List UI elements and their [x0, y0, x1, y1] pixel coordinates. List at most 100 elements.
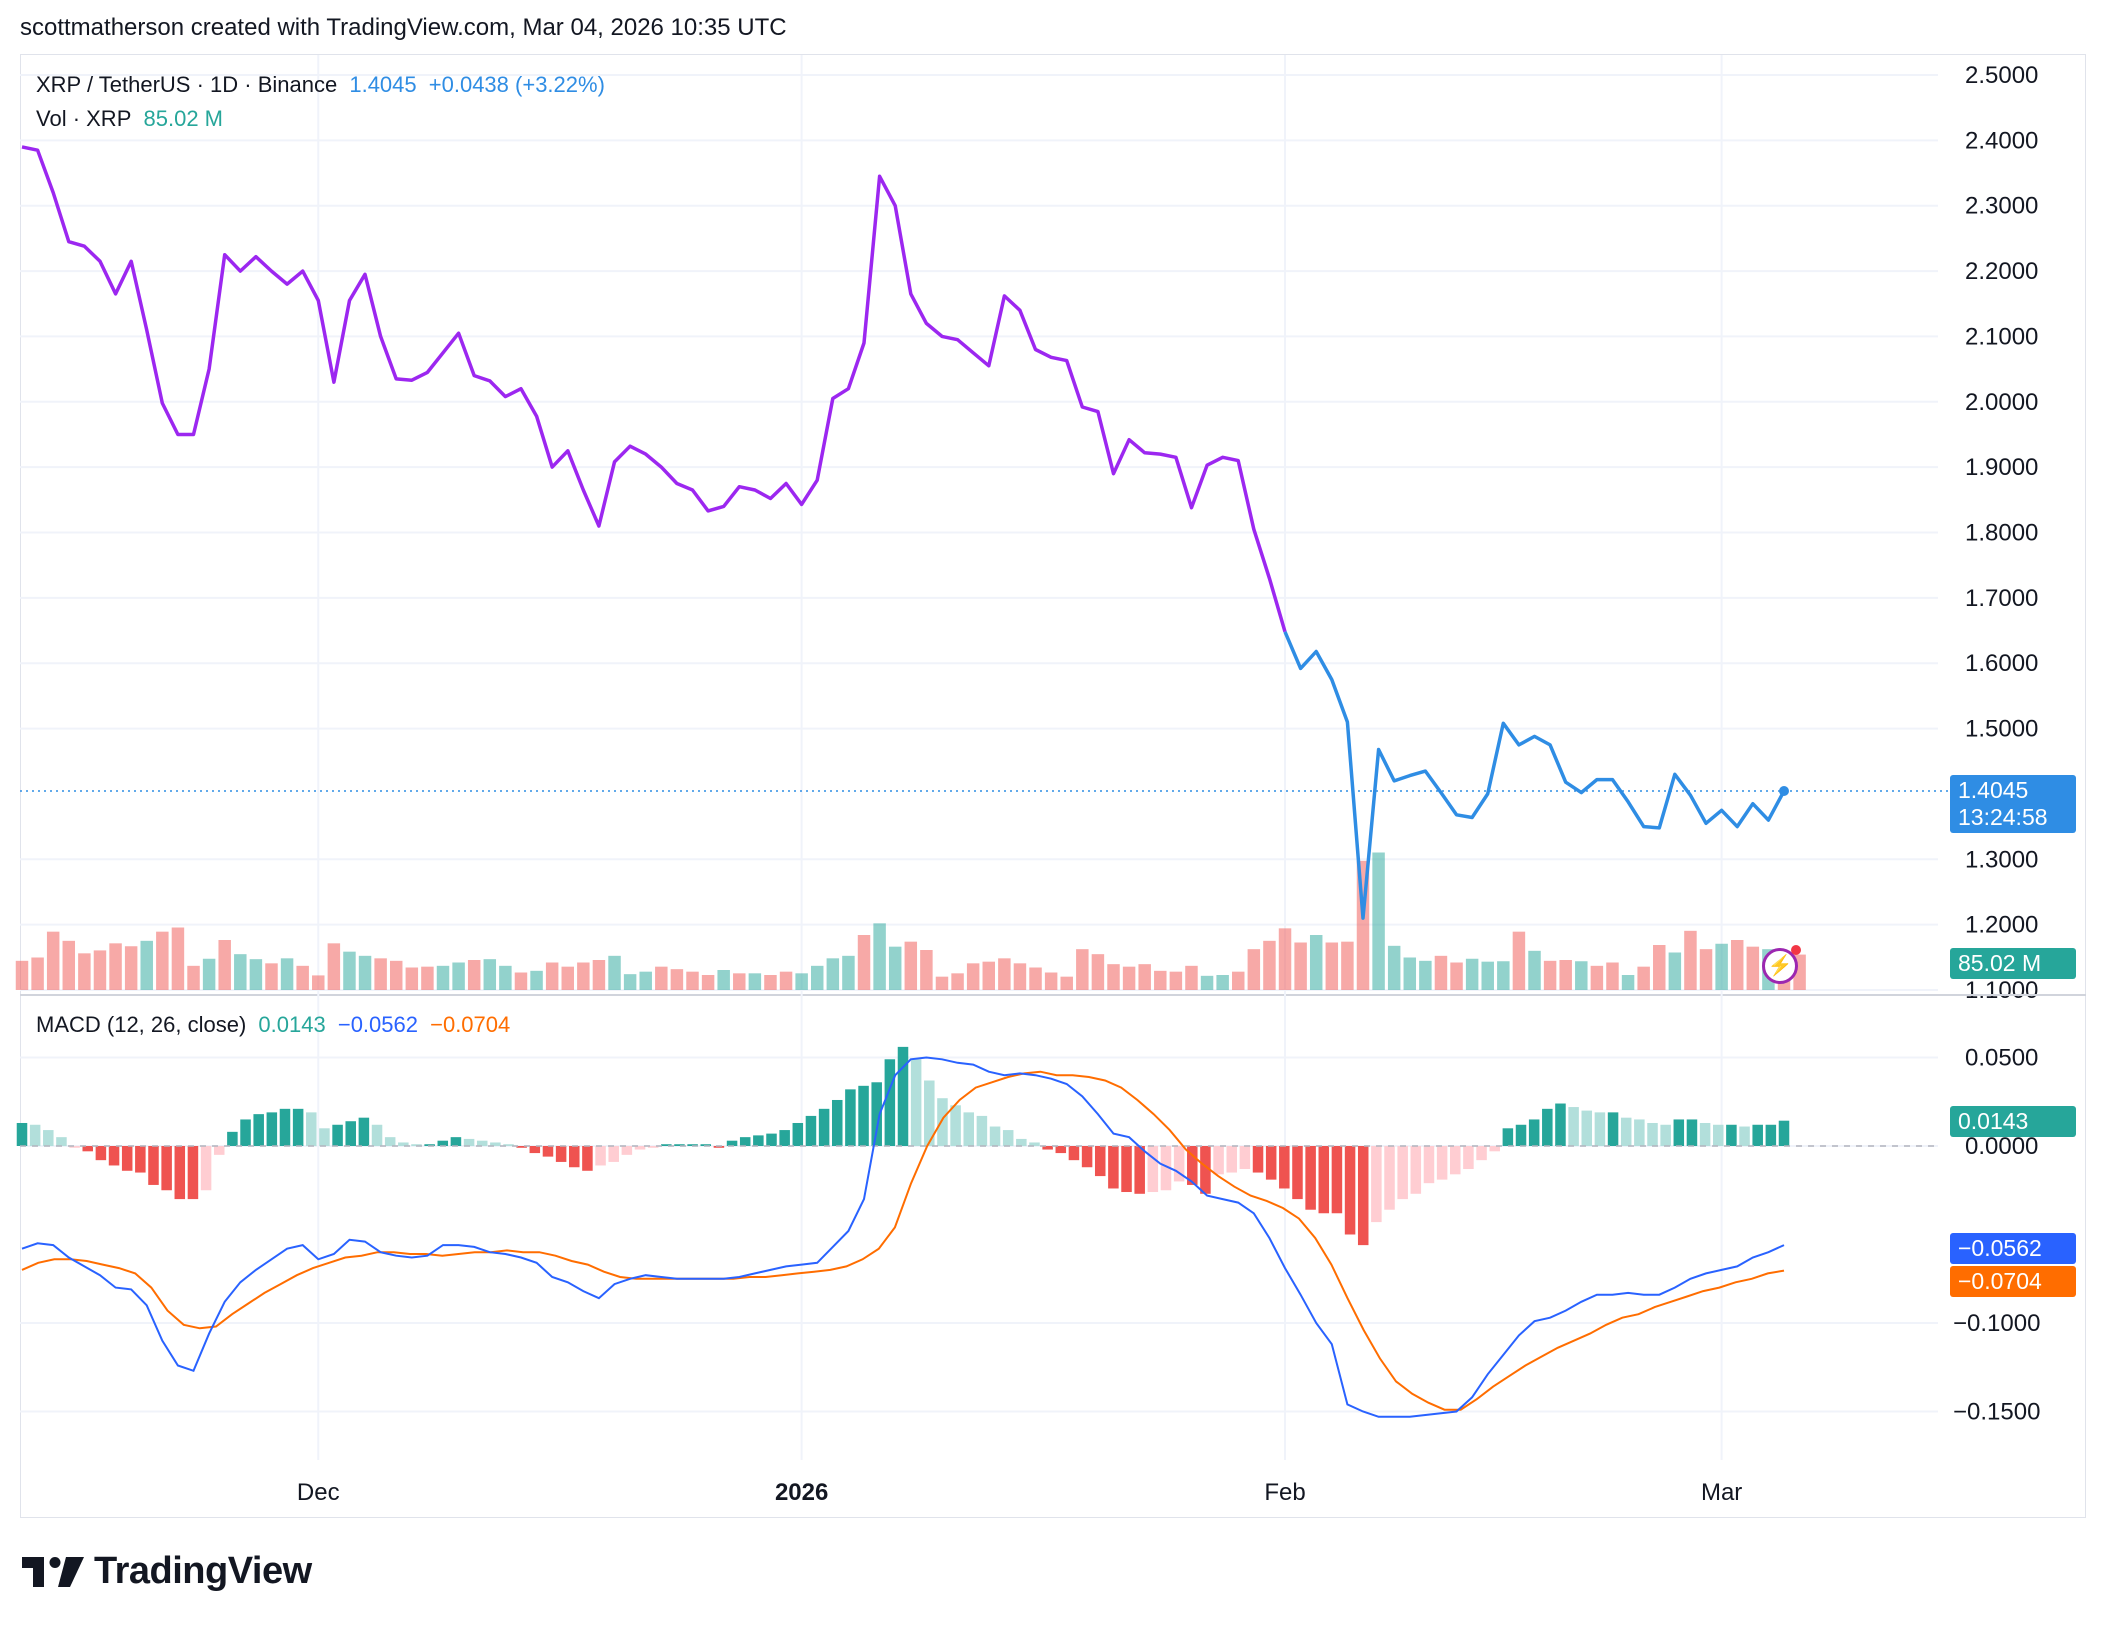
volume-bar [1403, 957, 1417, 990]
macd-histogram-bar [937, 1098, 948, 1146]
volume-bar [1497, 961, 1510, 990]
volume-bar [857, 935, 871, 990]
symbol-title: XRP / TetherUS · 1D · Binance [36, 72, 338, 97]
macd-axis-tick: 0.0500 [1965, 1045, 2038, 1072]
volume-bar [1528, 950, 1541, 990]
lightning-button[interactable]: ⚡ [1762, 945, 1801, 984]
macd-histogram-bar [884, 1059, 896, 1146]
macd-histogram-bar [897, 1046, 909, 1146]
macd-histogram-bar [292, 1108, 304, 1146]
macd-histogram-bar [674, 1144, 685, 1146]
macd-histogram-bar [371, 1124, 383, 1146]
chart-frame[interactable] [20, 54, 2086, 1518]
volume-bar [935, 976, 949, 990]
macd-histogram-bar [437, 1140, 449, 1146]
tradingview-logo[interactable]: TradingView [22, 1550, 312, 1593]
price-axis-tick: 2.4000 [1965, 127, 2038, 154]
macd-histogram-bar [1712, 1124, 1724, 1146]
macd-axis-tick: −0.1500 [1953, 1399, 2040, 1426]
last-price: 1.4045 [349, 72, 417, 97]
macd-histogram-bar [1673, 1119, 1685, 1146]
macd-histogram-bar [1081, 1146, 1093, 1168]
macd-histogram-bar [1620, 1117, 1632, 1146]
volume-bar [156, 931, 169, 990]
volume-bar [1746, 946, 1760, 990]
macd-histogram-bar [1607, 1112, 1619, 1146]
volume-bar [1216, 975, 1229, 990]
volume-bar [1606, 962, 1619, 990]
volume-bar [733, 973, 746, 990]
macd-histogram-bar [1476, 1146, 1487, 1161]
macd-histogram-bar [858, 1085, 869, 1146]
macd-histogram-bar [555, 1146, 567, 1162]
volume-bar [1232, 971, 1245, 990]
macd-histogram-bar [1265, 1146, 1277, 1180]
macd-histogram-bar [121, 1146, 133, 1171]
macd-histogram-bar [1660, 1124, 1671, 1146]
macd-histogram-bar [1410, 1146, 1422, 1194]
price-axis-tick: 1.9000 [1965, 454, 2038, 481]
macd-histogram-bar [29, 1124, 41, 1146]
volume-bar [1044, 972, 1058, 990]
macd-histogram-bar [358, 1117, 370, 1146]
time-axis-tick: Dec [297, 1479, 340, 1506]
macd-histogram-bar [1029, 1142, 1040, 1146]
macd-histogram-bar [1686, 1119, 1698, 1146]
volume-bar [1169, 971, 1183, 990]
volume-bar [1138, 964, 1151, 990]
macd-histogram-bar [634, 1146, 646, 1150]
macd-histogram-bar [871, 1082, 882, 1146]
macd-histogram-bar [1371, 1146, 1382, 1223]
volume-bar [1543, 960, 1557, 990]
macd-histogram-bar [792, 1122, 804, 1146]
macd-histogram-bar [608, 1146, 619, 1162]
volume-bar [748, 973, 762, 990]
macd-histogram-bar [213, 1146, 225, 1155]
macd-histogram-bar [950, 1105, 961, 1146]
macd-histogram-bar [1357, 1146, 1369, 1246]
volume-bar [202, 958, 216, 990]
volume-bar [1091, 954, 1105, 990]
volume-bar [1076, 949, 1089, 990]
macd-histogram-bar [253, 1114, 264, 1146]
volume-bar [1621, 975, 1635, 990]
last-price-tag-value: 1.4045 [1958, 777, 2029, 803]
macd-histogram-bar [1134, 1146, 1145, 1194]
macd-histogram-bar [1765, 1124, 1777, 1146]
volume-bar [779, 971, 793, 990]
tradingview-logo-icon [22, 1556, 84, 1587]
volume-bar [109, 943, 122, 990]
macd-histogram-bar [1752, 1124, 1763, 1146]
macd-histogram-bar [1542, 1108, 1553, 1146]
volume-bar [234, 954, 247, 990]
macd-histogram-bar [779, 1130, 790, 1146]
macd-histogram-bar [713, 1146, 725, 1148]
price-axis-tick: 1.1000 [1965, 977, 2038, 1004]
macd-histogram-bar [1778, 1120, 1790, 1146]
volume-bar [1185, 965, 1198, 990]
attribution-header: scottmatherson created with TradingView.… [20, 14, 787, 41]
macd-histogram-bar [845, 1089, 856, 1146]
macd-histogram-bar [187, 1146, 199, 1200]
volume-bar [124, 946, 138, 990]
volume-bar [951, 973, 964, 990]
volume-tag: 85.02 M [1950, 948, 2076, 979]
last-price-tag: 1.4045 13:24:58 [1950, 775, 2076, 833]
time-axis-tick: Mar [1701, 1479, 1742, 1506]
macd-histogram-bar [687, 1144, 698, 1146]
macd-histogram-bar [963, 1112, 975, 1146]
volume-bar [842, 955, 855, 990]
volume-bar [1341, 941, 1354, 990]
macd-histogram-bar [1226, 1146, 1237, 1173]
volume-bar [873, 923, 886, 990]
macd-histogram-bar [279, 1108, 291, 1146]
macd-histogram-bar [69, 1146, 80, 1148]
volume-bar [405, 967, 419, 990]
volume-bar [1715, 943, 1728, 990]
volume-bar [1122, 966, 1136, 990]
volume-bar [514, 972, 528, 990]
macd-histogram-bar [1344, 1146, 1356, 1235]
macd-hist-tag: 0.0143 [1950, 1106, 2076, 1137]
macd-histogram-bar [1489, 1146, 1500, 1152]
